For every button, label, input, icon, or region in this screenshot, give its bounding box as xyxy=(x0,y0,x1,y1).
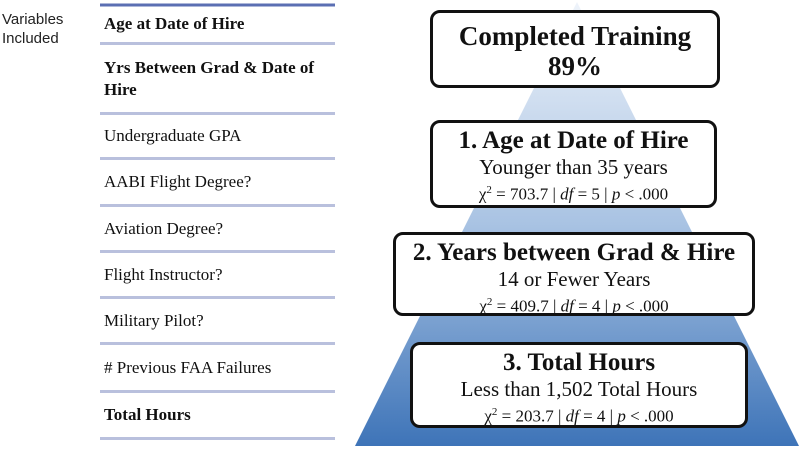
stat-part: p xyxy=(612,296,621,316)
stat-part: < .000 xyxy=(625,406,674,426)
stat-part: < .000 xyxy=(620,296,669,316)
stat-part: = 703.7 | xyxy=(491,184,561,204)
top-value: 89% xyxy=(548,51,602,81)
stat-part: = 4 | xyxy=(573,296,613,316)
stat-part: χ xyxy=(484,406,492,426)
variable-row: Undergraduate GPA xyxy=(100,115,335,160)
top-box: Completed Training 89% xyxy=(430,10,720,88)
stat-part: = 409.7 | xyxy=(492,296,561,316)
level-box: 1. Age at Date of Hire Younger than 35 ye… xyxy=(430,120,717,208)
variable-row: # Previous FAA Failures xyxy=(100,345,335,393)
stat-part: = 4 | xyxy=(578,406,618,426)
stat-part: df xyxy=(560,296,574,316)
stat-part: p xyxy=(617,406,626,426)
level-stat: χ2 = 703.7 | df = 5 | p < .000 xyxy=(433,179,714,206)
variable-row: Aviation Degree? xyxy=(100,207,335,253)
stat-part: = 5 | xyxy=(573,184,612,204)
level-box: 2. Years between Grad & Hire 14 or Fewer … xyxy=(393,232,755,316)
variable-row: Flight Instructor? xyxy=(100,253,335,299)
stat-part: = 203.7 | xyxy=(497,406,566,426)
stat-part: p xyxy=(611,184,621,204)
variable-row: Age at Date of Hire xyxy=(100,6,335,45)
variables-label: Variables Included xyxy=(2,11,64,47)
level-subtitle: Less than 1,502 Total Hours xyxy=(460,377,698,401)
stat-part: χ xyxy=(478,184,487,204)
variable-row: Total Hours xyxy=(100,393,335,440)
stat-part: < .000 xyxy=(620,184,669,204)
level-box: 3. Total Hours Less than 1,502 Total Hour… xyxy=(410,342,748,428)
pyramid xyxy=(355,2,799,446)
level-title: 2. Years between Grad & Hire xyxy=(412,239,736,266)
stat-part: 2 xyxy=(486,296,493,308)
level-subtitle: Younger than 35 years xyxy=(479,155,668,179)
variable-row: AABI Flight Degree? xyxy=(100,160,335,207)
variable-row: Military Pilot? xyxy=(100,299,335,345)
stat-part: 2 xyxy=(491,406,498,418)
stat-part: df xyxy=(565,406,579,426)
stat-part: 2 xyxy=(486,184,492,196)
stat-part: df xyxy=(560,184,574,204)
level-stat: χ2 = 409.7 | df = 4 | p < .000 xyxy=(396,291,752,318)
variable-row: Yrs Between Grad & Date of Hire xyxy=(100,45,335,115)
top-title: Completed Training xyxy=(458,21,692,51)
level-title: 3. Total Hours xyxy=(502,349,656,376)
stat-part: χ xyxy=(479,296,487,316)
level-stat: χ2 = 203.7 | df = 4 | p < .000 xyxy=(413,401,745,428)
level-title: 1. Age at Date of Hire xyxy=(458,127,689,154)
level-subtitle: 14 or Fewer Years xyxy=(497,267,651,291)
